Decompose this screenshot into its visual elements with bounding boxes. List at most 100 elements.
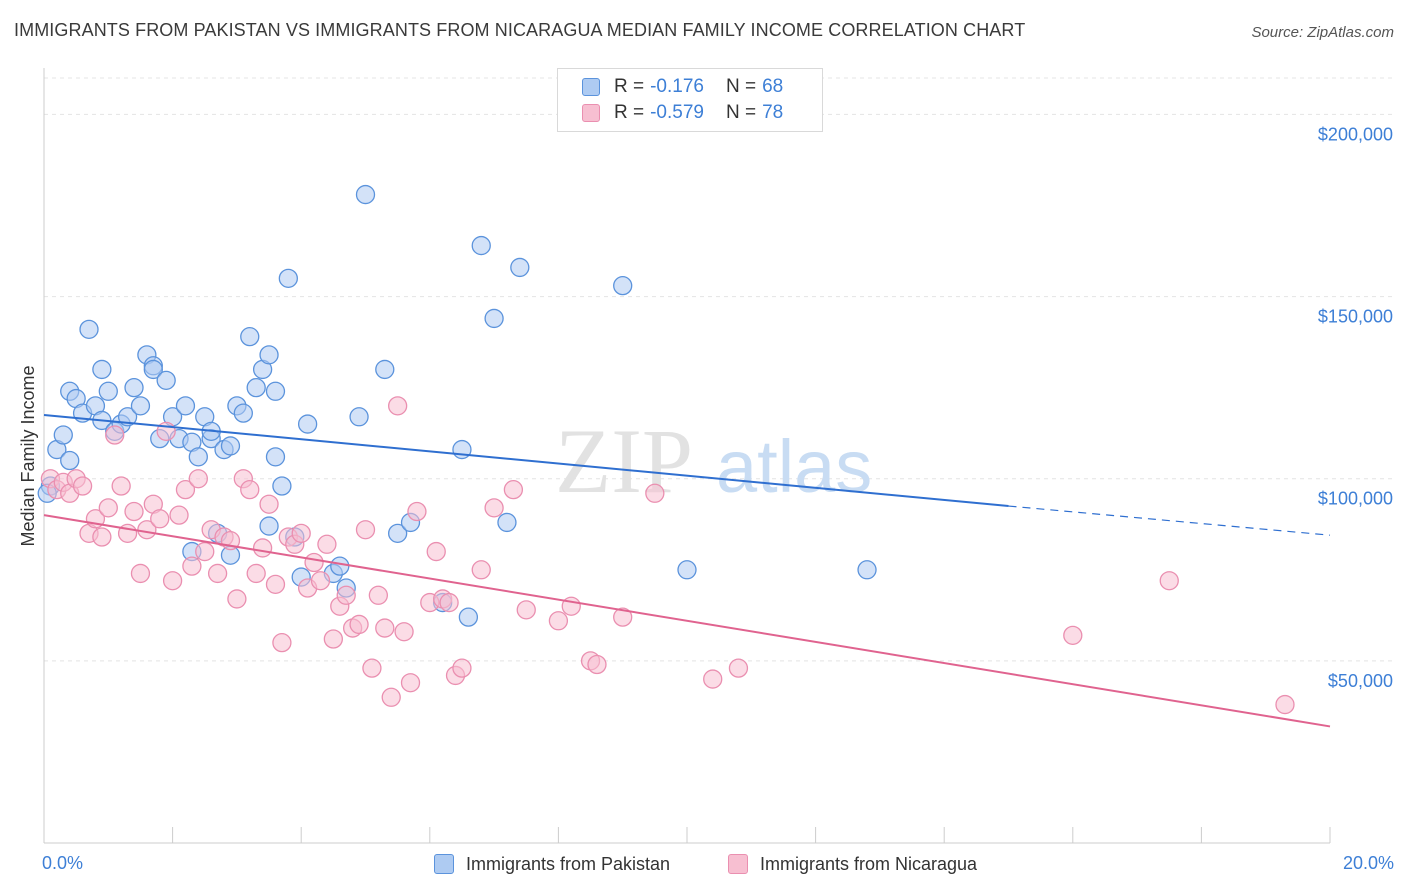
y-axis-title: Median Family Income bbox=[18, 365, 38, 546]
legend-row-nicaragua: R = -0.579 N = 78 bbox=[582, 101, 783, 125]
point-nicaragua bbox=[516, 600, 536, 620]
point-pakistan bbox=[220, 436, 241, 456]
trend-line-pakistan-extension bbox=[1008, 505, 1331, 536]
point-pakistan bbox=[510, 257, 530, 278]
bottom-legend-nicaragua: Immigrants from Nicaragua bbox=[728, 852, 977, 876]
point-nicaragua bbox=[1063, 625, 1083, 646]
point-nicaragua bbox=[317, 534, 337, 554]
legend-n-label: N = bbox=[725, 76, 757, 97]
point-nicaragua bbox=[291, 523, 311, 544]
point-nicaragua bbox=[439, 592, 459, 613]
point-nicaragua bbox=[381, 687, 401, 707]
trend-layer bbox=[43, 413, 1331, 728]
legend-n-value: 68 bbox=[762, 76, 784, 97]
correlation-legend: R = -0.176 N = 68 R = -0.579 N = 78 bbox=[557, 68, 823, 132]
point-nicaragua bbox=[162, 571, 183, 591]
bottom-legend-swatch-pakistan bbox=[434, 854, 454, 874]
point-pakistan bbox=[259, 345, 279, 365]
point-pakistan bbox=[233, 403, 253, 423]
points-layer bbox=[37, 184, 1295, 715]
point-nicaragua bbox=[105, 425, 125, 445]
legend-r-value: -0.176 bbox=[650, 76, 704, 97]
point-pakistan bbox=[613, 275, 633, 296]
y-tick-label: $50,000 bbox=[1328, 671, 1393, 691]
legend-r-value: -0.579 bbox=[650, 102, 704, 123]
bottom-legend-swatch-nicaragua bbox=[728, 854, 748, 874]
legend-r-label: R = bbox=[614, 102, 645, 123]
watermark-zip: ZIP bbox=[555, 410, 693, 512]
point-pakistan bbox=[265, 447, 286, 467]
point-nicaragua bbox=[484, 498, 504, 518]
x-tick-label-min: 0.0% bbox=[42, 853, 83, 873]
y-tick-label: $150,000 bbox=[1318, 307, 1393, 327]
point-pakistan bbox=[355, 184, 376, 205]
grid-layer bbox=[44, 77, 1394, 662]
point-nicaragua bbox=[265, 574, 286, 595]
point-nicaragua bbox=[259, 494, 279, 514]
point-nicaragua bbox=[92, 527, 112, 547]
point-nicaragua bbox=[394, 622, 414, 642]
point-nicaragua bbox=[1159, 571, 1179, 591]
point-nicaragua bbox=[72, 476, 93, 496]
legend-n-value: 78 bbox=[762, 102, 784, 123]
point-pakistan bbox=[92, 359, 112, 380]
point-nicaragua bbox=[362, 658, 382, 678]
point-pakistan bbox=[60, 450, 80, 471]
point-nicaragua bbox=[310, 571, 331, 591]
point-nicaragua bbox=[728, 658, 749, 678]
point-nicaragua bbox=[169, 505, 189, 525]
point-pakistan bbox=[330, 556, 350, 576]
bottom-legend-label-nicaragua: Immigrants from Nicaragua bbox=[760, 853, 978, 874]
point-nicaragua bbox=[400, 673, 421, 693]
point-nicaragua bbox=[246, 563, 266, 584]
point-pakistan bbox=[857, 560, 877, 580]
legend-n-label: N = bbox=[725, 102, 757, 123]
point-nicaragua bbox=[188, 469, 208, 489]
point-nicaragua bbox=[111, 476, 131, 496]
legend-swatch-pakistan bbox=[582, 78, 600, 96]
point-nicaragua bbox=[645, 483, 665, 503]
point-nicaragua bbox=[252, 538, 273, 558]
point-pakistan bbox=[458, 607, 479, 627]
point-nicaragua bbox=[407, 501, 427, 522]
point-pakistan bbox=[175, 396, 196, 416]
legend-row-pakistan: R = -0.176 N = 68 bbox=[582, 75, 783, 99]
point-pakistan bbox=[349, 407, 369, 427]
point-pakistan bbox=[240, 326, 260, 347]
point-pakistan bbox=[272, 476, 292, 496]
legend-swatch-nicaragua bbox=[582, 104, 600, 122]
point-nicaragua bbox=[1275, 694, 1295, 715]
point-nicaragua bbox=[471, 560, 491, 580]
point-nicaragua bbox=[323, 629, 344, 649]
y-tick-label: $200,000 bbox=[1318, 124, 1393, 144]
point-pakistan bbox=[387, 523, 408, 544]
point-pakistan bbox=[471, 235, 491, 256]
point-pakistan bbox=[265, 381, 286, 401]
trend-line-nicaragua bbox=[43, 514, 1331, 728]
point-nicaragua bbox=[124, 501, 144, 522]
point-pakistan bbox=[117, 407, 138, 427]
chart-title: IMMIGRANTS FROM PAKISTAN VS IMMIGRANTS F… bbox=[14, 20, 1026, 40]
point-nicaragua bbox=[182, 556, 202, 576]
legend-r-label: R = bbox=[614, 76, 645, 97]
point-nicaragua bbox=[130, 563, 151, 584]
watermark-atlas: atlas bbox=[716, 425, 872, 508]
point-nicaragua bbox=[368, 585, 389, 605]
bottom-legend-pakistan: Immigrants from Pakistan bbox=[434, 852, 670, 876]
axis-layer: $50,000 $100,000 $150,000 $200,000 bbox=[43, 68, 1393, 844]
y-tick-label: $100,000 bbox=[1318, 489, 1393, 509]
point-nicaragua bbox=[613, 607, 633, 627]
point-nicaragua bbox=[240, 479, 260, 500]
point-nicaragua bbox=[387, 396, 408, 416]
point-nicaragua bbox=[336, 585, 356, 605]
point-pakistan bbox=[188, 447, 208, 467]
x-tick-label-max: 20.0% bbox=[1343, 853, 1394, 873]
point-nicaragua bbox=[587, 654, 607, 675]
bottom-legend-label-pakistan: Immigrants from Pakistan bbox=[466, 853, 671, 874]
point-nicaragua bbox=[426, 541, 446, 562]
point-pakistan bbox=[156, 370, 176, 391]
point-nicaragua bbox=[195, 541, 215, 562]
point-pakistan bbox=[297, 414, 318, 434]
point-nicaragua bbox=[227, 589, 247, 609]
